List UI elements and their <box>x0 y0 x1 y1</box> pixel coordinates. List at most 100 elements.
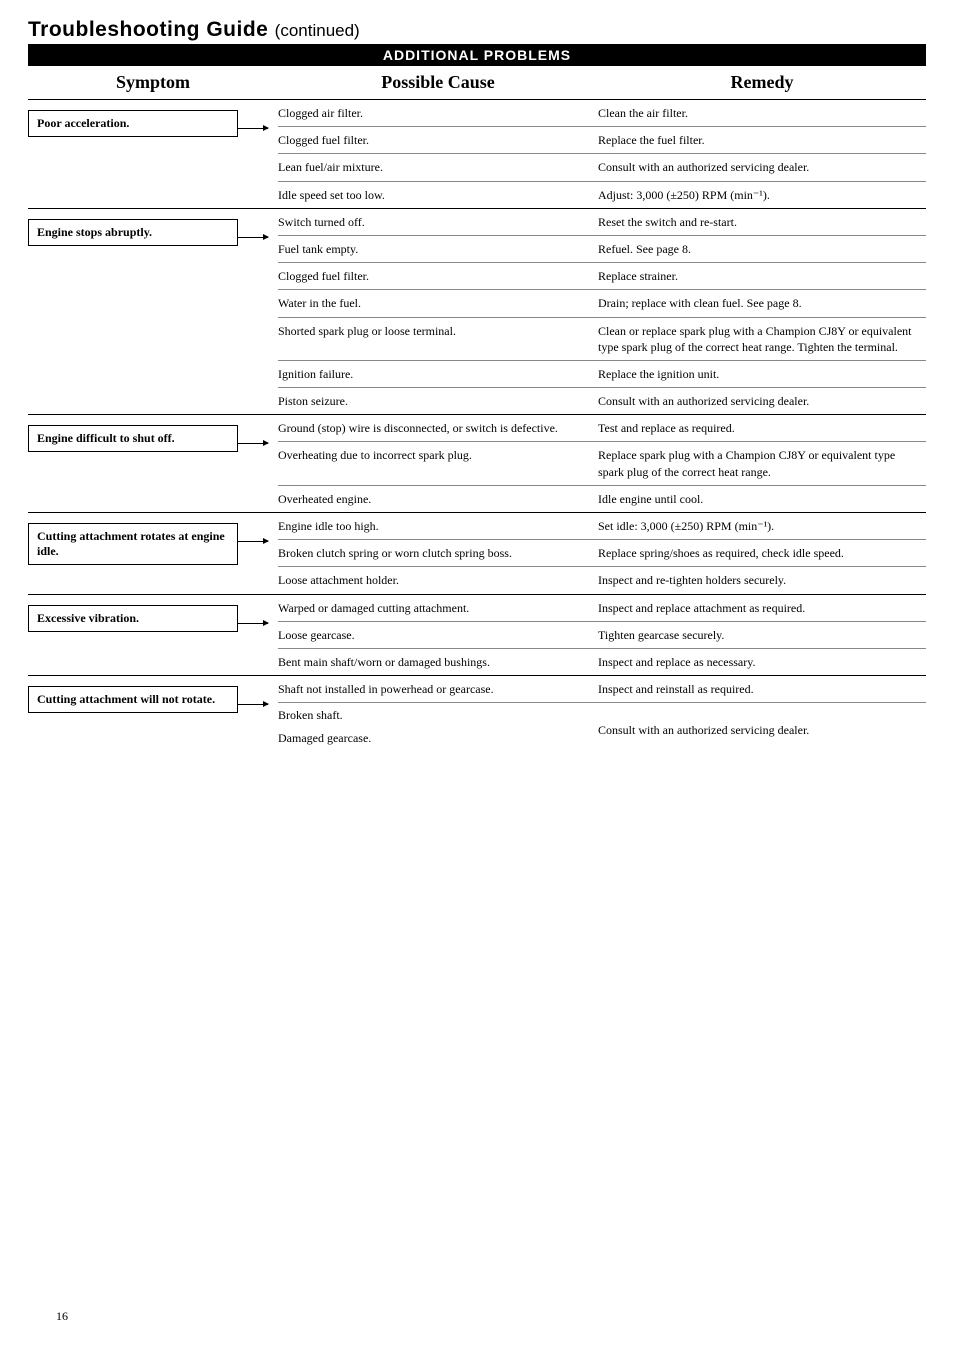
remedy-text: Inspect and replace as necessary. <box>598 654 926 670</box>
symptom-block: Engine stops abruptly. Switch turned off.… <box>28 209 926 416</box>
troubleshooting-table: Poor acceleration.Clogged air filter.Cle… <box>28 100 926 751</box>
title-continued: (continued) <box>275 21 360 40</box>
arrow-icon <box>238 443 268 444</box>
title-main: Troubleshooting Guide <box>28 18 268 41</box>
table-row: Broken clutch spring or worn clutch spri… <box>278 539 926 566</box>
page-title: Troubleshooting Guide (continued) <box>28 18 926 42</box>
remedy-text: Reset the switch and re-start. <box>598 214 926 230</box>
table-row: Clogged fuel filter.Replace strainer. <box>278 262 926 289</box>
symptom-cell: Excessive vibration. <box>28 595 278 676</box>
arrow-icon <box>238 128 268 129</box>
arrow-icon <box>238 541 268 542</box>
cause-text: Clogged fuel filter. <box>278 268 598 284</box>
table-row: Warped or damaged cutting attachment.Ins… <box>278 595 926 621</box>
cause-text: Ignition failure. <box>278 366 598 382</box>
cause-remedy-list: Ground (stop) wire is disconnected, or s… <box>278 415 926 512</box>
cause-remedy-list: Engine idle too high.Set idle: 3,000 (±2… <box>278 513 926 594</box>
cause-text: Switch turned off. <box>278 214 598 230</box>
symptom-block: Engine difficult to shut off.Ground (sto… <box>28 415 926 513</box>
table-row: Engine idle too high.Set idle: 3,000 (±2… <box>278 513 926 539</box>
remedy-text: Drain; replace with clean fuel. See page… <box>598 295 926 311</box>
cause-text: Piston seizure. <box>278 393 598 409</box>
cause-text: Lean fuel/air mixture. <box>278 159 598 175</box>
table-row: Bent main shaft/worn or damaged bushings… <box>278 648 926 675</box>
symptom-box: Engine stops abruptly. <box>28 219 238 246</box>
cause-text: Overheating due to incorrect spark plug. <box>278 447 598 463</box>
cause-text: Warped or damaged cutting attachment. <box>278 600 598 616</box>
cause-text: Engine idle too high. <box>278 518 598 534</box>
table-row: Overheated engine.Idle engine until cool… <box>278 485 926 512</box>
section-banner: ADDITIONAL PROBLEMS <box>28 44 926 66</box>
remedy-text: Refuel. See page 8. <box>598 241 926 257</box>
cause-text: Clogged fuel filter. <box>278 132 598 148</box>
merged-causes: Broken shaft. Damaged gearcase. <box>278 708 598 746</box>
table-row: Clogged fuel filter.Replace the fuel fil… <box>278 126 926 153</box>
symptom-block: Cutting attachment rotates at engine idl… <box>28 513 926 595</box>
remedy-text: Inspect and reinstall as required. <box>598 681 926 697</box>
remedy-text: Consult with an authorized servicing dea… <box>598 708 926 746</box>
remedy-text: Replace the fuel filter. <box>598 132 926 148</box>
remedy-text: Inspect and replace attachment as requir… <box>598 600 926 616</box>
table-row: Shaft not installed in powerhead or gear… <box>278 676 926 702</box>
cause-text: Idle speed set too low. <box>278 187 598 203</box>
page-number: 16 <box>56 1309 68 1324</box>
table-row: Fuel tank empty.Refuel. See page 8. <box>278 235 926 262</box>
header-symptom: Symptom <box>28 72 278 93</box>
table-header: Symptom Possible Cause Remedy <box>28 66 926 100</box>
table-row: Loose attachment holder.Inspect and re-t… <box>278 566 926 593</box>
remedy-text: Tighten gearcase securely. <box>598 627 926 643</box>
symptom-cell: Engine difficult to shut off. <box>28 415 278 512</box>
cause-text: Shaft not installed in powerhead or gear… <box>278 681 598 697</box>
remedy-text: Inspect and re-tighten holders securely. <box>598 572 926 588</box>
remedy-text: Clean the air filter. <box>598 105 926 121</box>
symptom-block: Excessive vibration. Warped or damaged cu… <box>28 595 926 677</box>
cause-text: Loose gearcase. <box>278 627 598 643</box>
symptom-block: Cutting attachment will not rotate. Shaft… <box>28 676 926 751</box>
cause-text: Bent main shaft/worn or damaged bushings… <box>278 654 598 670</box>
remedy-text: Test and replace as required. <box>598 420 926 436</box>
symptom-box: Cutting attachment will not rotate. <box>28 686 238 713</box>
symptom-box: Poor acceleration. <box>28 110 238 137</box>
remedy-text: Consult with an authorized servicing dea… <box>598 393 926 409</box>
remedy-text: Replace spark plug with a Champion CJ8Y … <box>598 447 926 479</box>
cause-text: Shorted spark plug or loose terminal. <box>278 323 598 339</box>
table-row: Lean fuel/air mixture.Consult with an au… <box>278 153 926 180</box>
cause-remedy-list: Warped or damaged cutting attachment.Ins… <box>278 595 926 676</box>
table-row: Clogged air filter.Clean the air filter. <box>278 100 926 126</box>
table-row: Switch turned off.Reset the switch and r… <box>278 209 926 235</box>
arrow-icon <box>238 237 268 238</box>
cause-text: Loose attachment holder. <box>278 572 598 588</box>
cause-text: Water in the fuel. <box>278 295 598 311</box>
cause-text: Broken shaft. <box>278 708 598 723</box>
remedy-text: Consult with an authorized servicing dea… <box>598 159 926 175</box>
symptom-box: Cutting attachment rotates at engine idl… <box>28 523 238 565</box>
remedy-text: Adjust: 3,000 (±250) RPM (min⁻¹). <box>598 187 926 203</box>
symptom-cell: Engine stops abruptly. <box>28 209 278 415</box>
table-row: Broken shaft. Damaged gearcase.Consult wi… <box>278 702 926 751</box>
cause-text: Broken clutch spring or worn clutch spri… <box>278 545 598 561</box>
cause-text: Overheated engine. <box>278 491 598 507</box>
remedy-text: Replace the ignition unit. <box>598 366 926 382</box>
header-remedy: Remedy <box>598 72 926 93</box>
remedy-text: Clean or replace spark plug with a Champ… <box>598 323 926 355</box>
table-row: Loose gearcase.Tighten gearcase securely… <box>278 621 926 648</box>
cause-text: Clogged air filter. <box>278 105 598 121</box>
table-row: Ground (stop) wire is disconnected, or s… <box>278 415 926 441</box>
table-row: Idle speed set too low.Adjust: 3,000 (±2… <box>278 181 926 208</box>
table-row: Overheating due to incorrect spark plug.… <box>278 441 926 484</box>
cause-text: Ground (stop) wire is disconnected, or s… <box>278 420 598 436</box>
arrow-icon <box>238 623 268 624</box>
symptom-cell: Cutting attachment will not rotate. <box>28 676 278 751</box>
cause-remedy-list: Switch turned off.Reset the switch and r… <box>278 209 926 415</box>
symptom-box: Excessive vibration. <box>28 605 238 632</box>
table-row: Piston seizure.Consult with an authorize… <box>278 387 926 414</box>
symptom-block: Poor acceleration. Clogged air filter.Cle… <box>28 100 926 209</box>
cause-text: Fuel tank empty. <box>278 241 598 257</box>
remedy-text: Replace strainer. <box>598 268 926 284</box>
cause-text: Damaged gearcase. <box>278 731 598 746</box>
arrow-icon <box>238 704 268 705</box>
cause-remedy-list: Clogged air filter.Clean the air filter.… <box>278 100 926 208</box>
remedy-text: Set idle: 3,000 (±250) RPM (min⁻¹). <box>598 518 926 534</box>
table-row: Ignition failure.Replace the ignition un… <box>278 360 926 387</box>
header-cause: Possible Cause <box>278 72 598 93</box>
